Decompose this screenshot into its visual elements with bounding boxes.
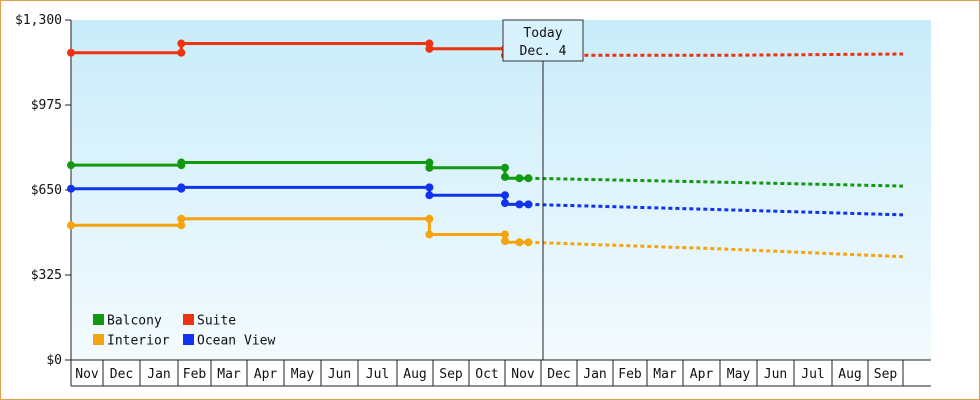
month-label: Dec [110, 367, 133, 382]
month-label: Aug [838, 367, 861, 382]
data-point [67, 48, 75, 57]
today-label: Today [523, 26, 562, 41]
data-point [67, 161, 75, 170]
x-axis: Nov Dec Jan Feb Mar Apr May Jun Jul Aug Sep Oct Nov D… [70, 359, 931, 387]
month-label: Oct [475, 367, 498, 382]
data-point [177, 48, 186, 57]
plot-background [71, 20, 931, 360]
month-label: Mar [653, 367, 677, 382]
forecast-line-balcony [528, 176, 904, 188]
month-label: Jul [801, 367, 824, 382]
month-label: Jan [583, 367, 606, 382]
legend-swatch [183, 314, 194, 325]
legend-swatch [93, 314, 104, 325]
month-label: Nov [511, 367, 535, 382]
data-point [425, 183, 434, 192]
y-tick-label: $650 [31, 183, 62, 198]
data-point [425, 191, 434, 200]
month-label: May [291, 367, 315, 382]
legend-label: Ocean View [197, 334, 275, 349]
forecast-line-ocean-view [528, 202, 904, 217]
month-label: Feb [618, 367, 642, 382]
month-label: Dec [547, 367, 570, 382]
data-point [177, 214, 186, 223]
y-tick-label: $325 [31, 268, 62, 283]
month-label: Feb [183, 367, 207, 382]
data-point [67, 221, 75, 230]
forecast-line-suite [528, 52, 904, 57]
data-point [425, 230, 434, 239]
data-point [501, 199, 509, 208]
legend-swatch [93, 334, 104, 345]
legend-label: Interior [107, 334, 170, 349]
month-label: Aug [403, 367, 426, 382]
data-point [501, 230, 509, 239]
data-point [177, 39, 186, 48]
data-point [425, 163, 434, 172]
today-box [502, 19, 584, 62]
legend-label: Suite [197, 314, 236, 329]
data-point [524, 174, 533, 183]
month-label: Sep [439, 367, 463, 382]
month-label: Jun [764, 367, 787, 382]
data-point [501, 191, 509, 200]
y-tick-label: $975 [31, 98, 62, 113]
y-tick-label: $1,300 [15, 13, 62, 28]
data-point [515, 200, 524, 209]
data-point [177, 221, 186, 230]
month-label: Sep [874, 367, 898, 382]
data-point [524, 200, 533, 209]
month-label: Jun [328, 367, 351, 382]
today-date: Dec. 4 [520, 44, 567, 59]
data-point [67, 184, 75, 193]
y-axis: $0 $325 $650 $975 $1,300 [15, 13, 72, 368]
legend: Balcony Suite Interior Ocean View [93, 314, 275, 349]
legend-swatch [183, 334, 194, 345]
legend-label: Balcony [107, 314, 162, 329]
data-point [177, 183, 186, 192]
month-label: Apr [254, 367, 278, 382]
month-label: Jul [366, 367, 389, 382]
month-label: May [727, 367, 751, 382]
data-point [524, 238, 533, 247]
month-label: Apr [690, 367, 714, 382]
month-label: Mar [217, 367, 241, 382]
data-point [177, 158, 186, 167]
month-label: Jan [147, 367, 170, 382]
y-tick-label: $0 [46, 353, 62, 368]
today-marker: Today Dec. 4 [502, 19, 584, 360]
month-label: Nov [75, 367, 99, 382]
forecast-line-interior [528, 240, 904, 259]
data-point [425, 214, 434, 223]
data-point [501, 163, 509, 172]
data-point [515, 174, 524, 183]
data-point [425, 44, 434, 53]
data-point [501, 237, 509, 245]
data-point [515, 238, 524, 247]
data-point [501, 172, 509, 181]
